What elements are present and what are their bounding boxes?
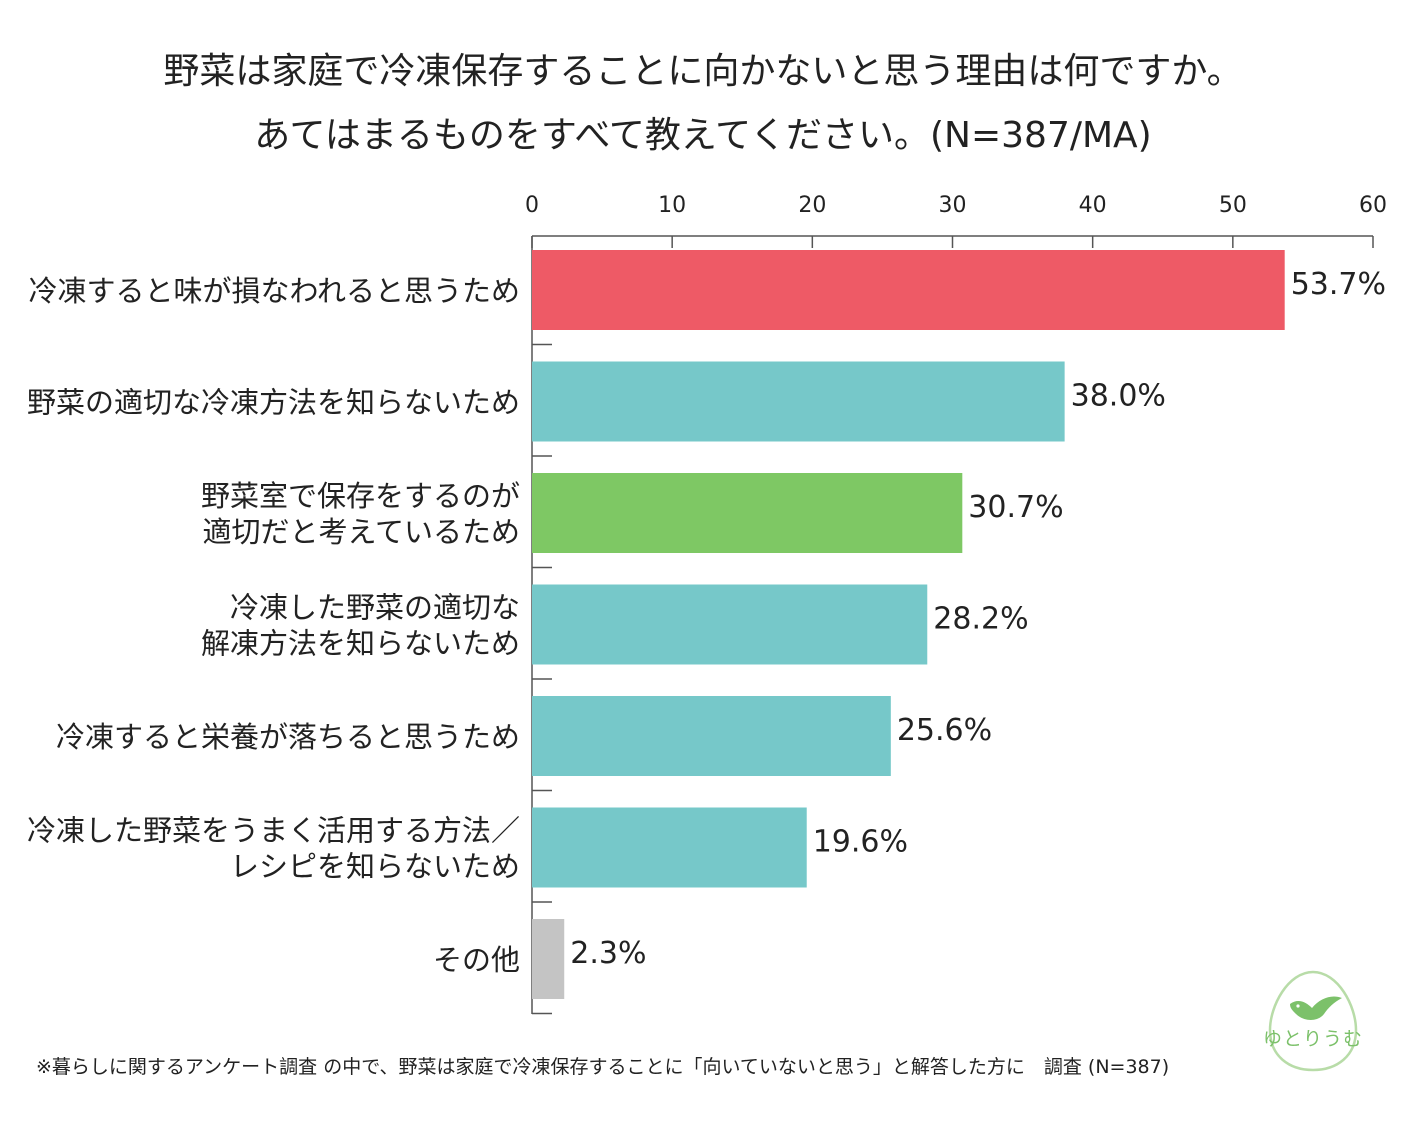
category-label: 冷凍した野菜の適切な <box>230 591 520 625</box>
bar <box>532 696 891 776</box>
x-tick-label: 40 <box>1079 193 1107 218</box>
value-label: 2.3% <box>570 936 646 971</box>
x-tick-label: 20 <box>798 193 826 218</box>
category-label: 冷凍すると味が損なわれると思うため <box>28 274 520 308</box>
chart-title-line2: あてはまるものをすべて教えてください。(N=387/MA) <box>254 115 1152 156</box>
x-tick-label: 0 <box>525 193 539 218</box>
logo-text: ゆとりうむ <box>1262 1028 1363 1050</box>
x-tick-label: 60 <box>1359 193 1387 218</box>
value-label: 53.7% <box>1291 267 1386 302</box>
x-tick-label: 30 <box>939 193 967 218</box>
category-label: 解凍方法を知らないため <box>201 627 520 661</box>
category-label: 適切だと考えているため <box>202 515 520 549</box>
category-label: 冷凍した野菜をうまく活用する方法／ <box>27 814 520 848</box>
category-label: その他 <box>433 943 520 977</box>
egg-bird-icon <box>1268 970 1358 1072</box>
brand-logo: ゆとりうむ <box>1258 968 1368 1074</box>
bar <box>532 919 565 999</box>
bar <box>532 807 807 888</box>
value-label: 25.6% <box>897 713 992 748</box>
bar-chart: 0 10 20 30 40 50 60 53.7% 冷凍すると味が損なわれると思うため 38.0%… <box>27 193 1387 1015</box>
category-label: 冷凍すると栄養が落ちると思うため <box>56 720 520 754</box>
category-label: レシピを知らないため <box>230 850 520 884</box>
category-label: 野菜室で保存をするのが <box>201 479 520 513</box>
x-tick-label: 10 <box>658 193 686 218</box>
value-label: 19.6% <box>813 825 908 860</box>
bar <box>532 361 1065 442</box>
footnote: ※暮らしに関するアンケート調査 の中で、野菜は家庭で冷凍保存することに「向いてい… <box>36 1056 1170 1078</box>
value-label: 30.7% <box>968 490 1063 525</box>
value-label: 38.0% <box>1071 379 1166 414</box>
bar <box>532 473 963 553</box>
chart-title-line1: 野菜は家庭で冷凍保存することに向かないと思う理由は何ですか。 <box>163 51 1243 92</box>
bar <box>532 584 928 665</box>
bar <box>532 250 1285 330</box>
value-label: 28.2% <box>933 602 1028 637</box>
category-label: 野菜の適切な冷凍方法を知らないため <box>27 386 520 420</box>
x-tick-label: 50 <box>1219 193 1247 218</box>
